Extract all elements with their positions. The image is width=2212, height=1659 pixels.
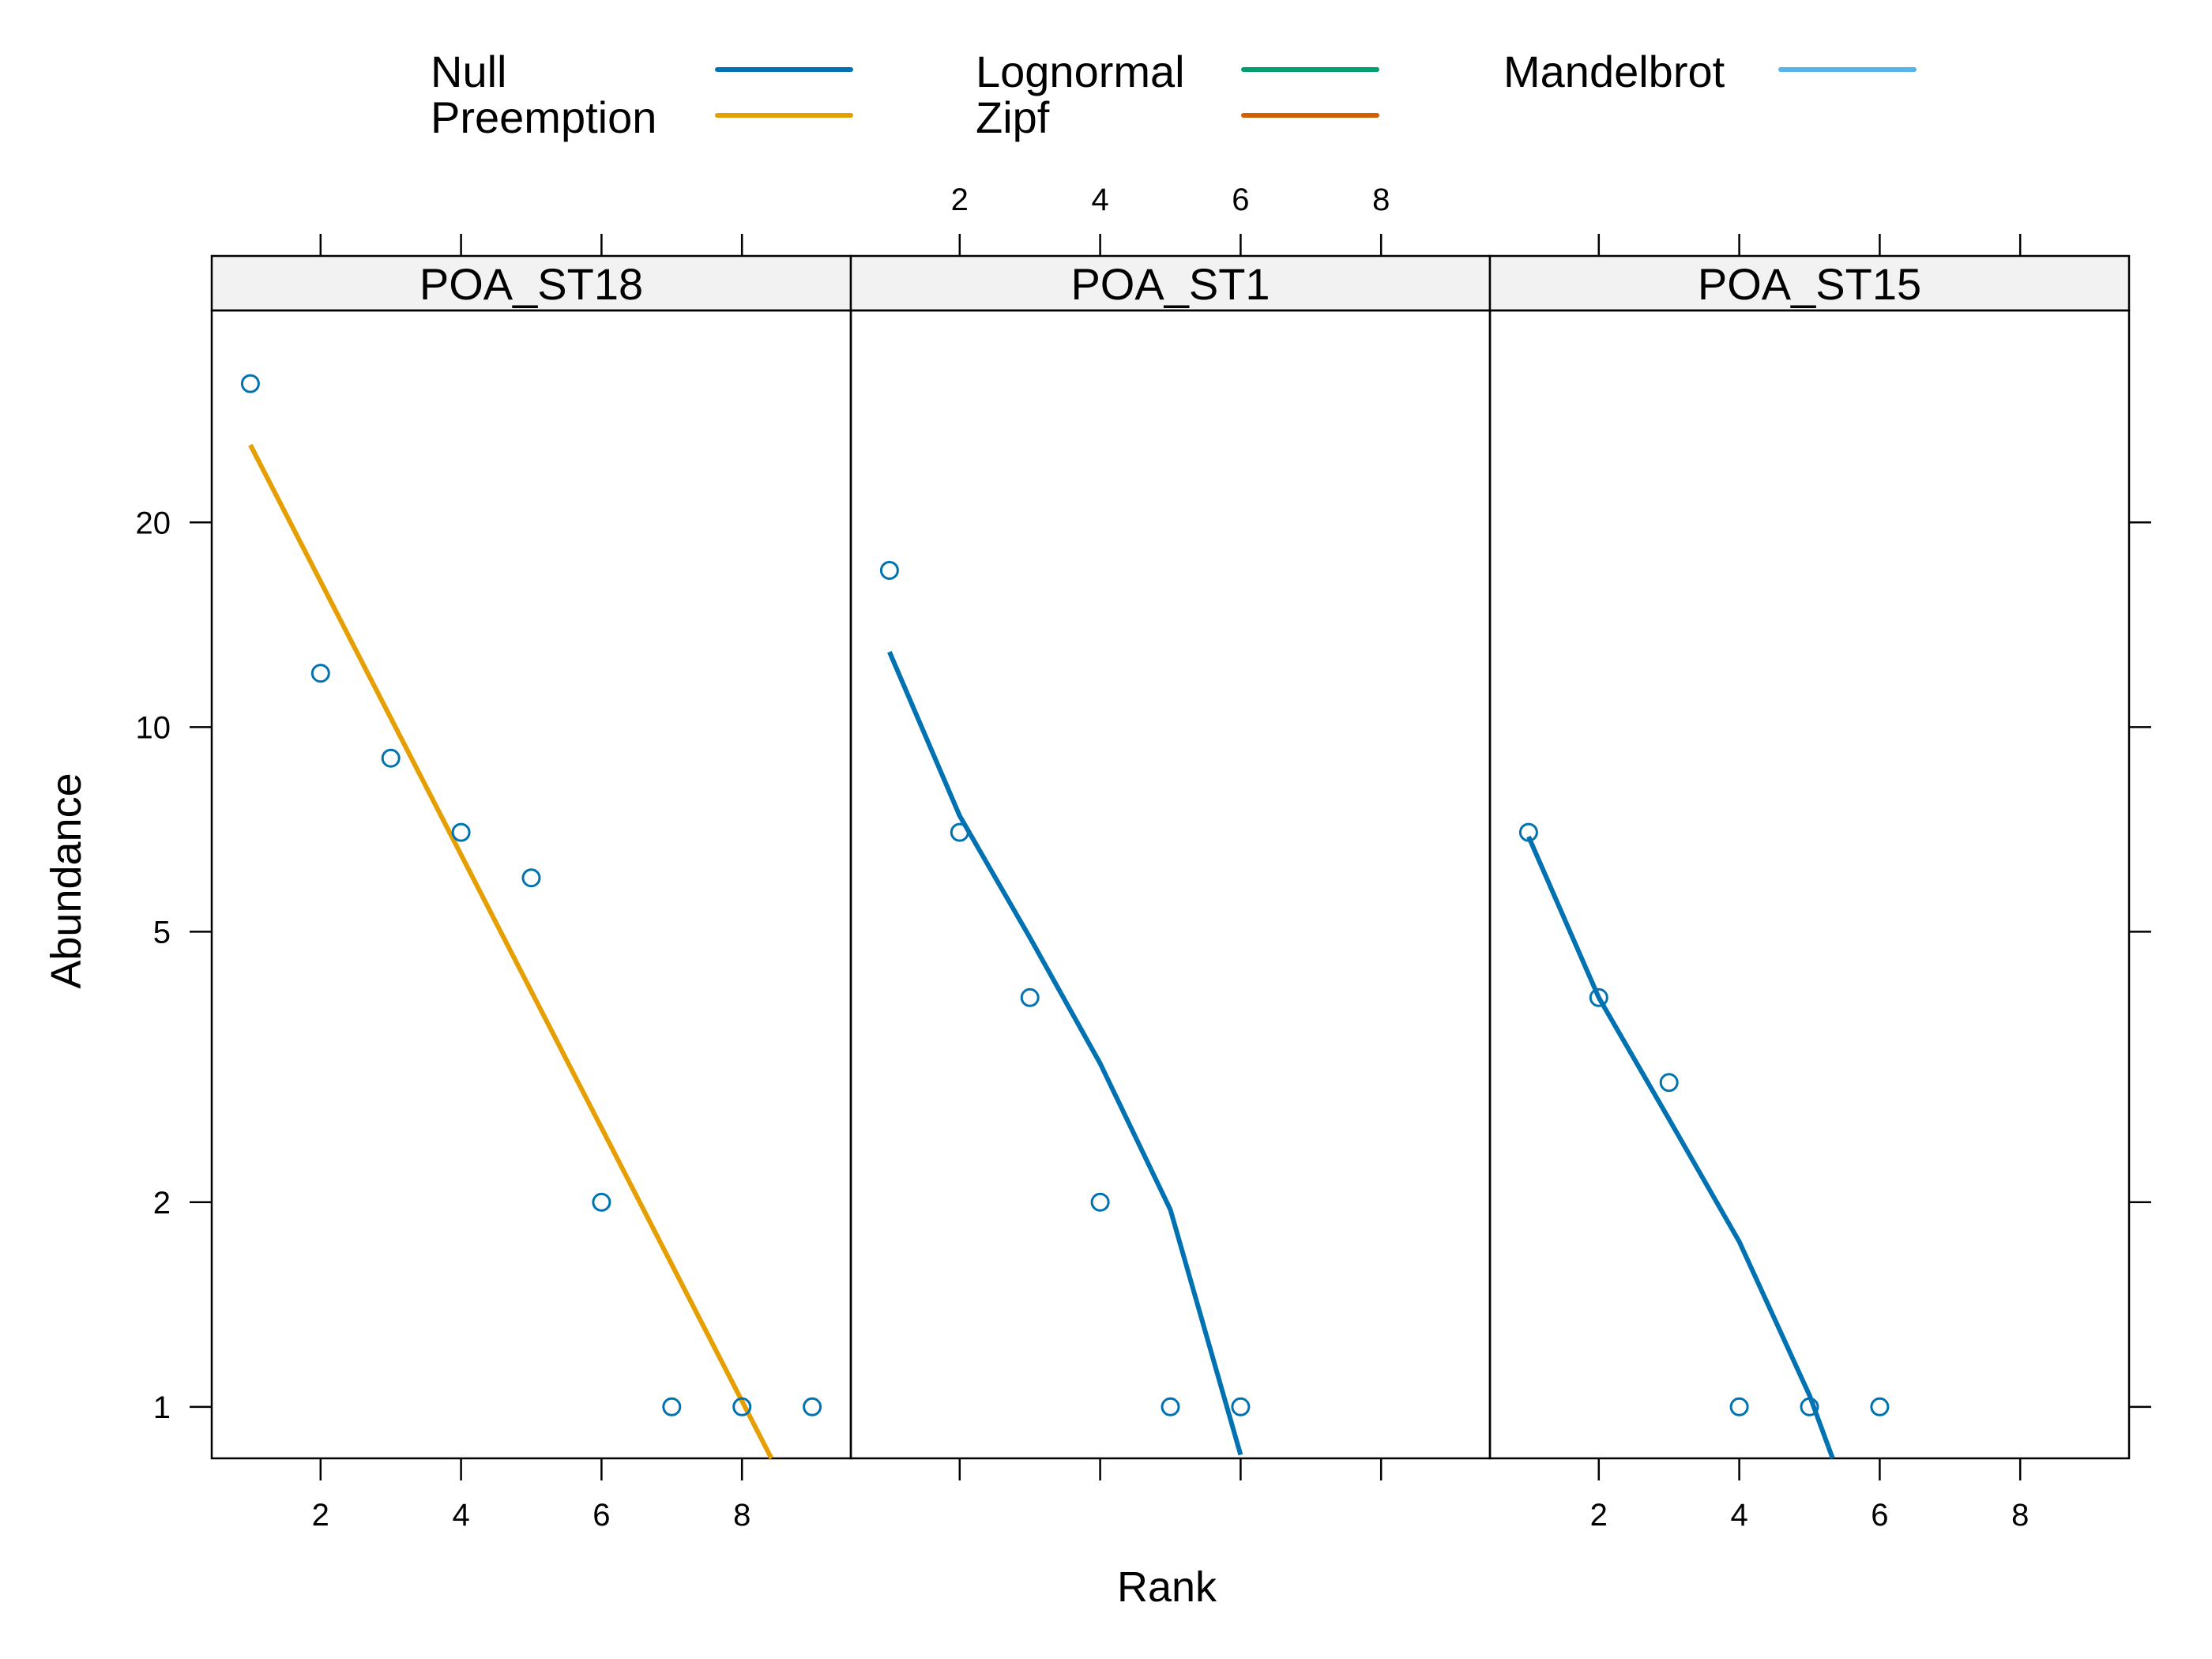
data-point bbox=[1161, 1397, 1180, 1416]
data-point bbox=[1800, 1397, 1819, 1416]
legend-item-zipf: Zipf bbox=[976, 92, 1379, 142]
data-point bbox=[1659, 1073, 1679, 1093]
data-point bbox=[1589, 988, 1608, 1007]
x-tick-label: 4 bbox=[452, 1498, 469, 1533]
legend-label: Preemption bbox=[431, 92, 656, 142]
data-point bbox=[381, 748, 401, 768]
data-point bbox=[803, 1397, 822, 1416]
x-tick-label: 4 bbox=[1730, 1498, 1747, 1533]
legend-item-lognormal: Lognormal bbox=[976, 47, 1379, 96]
panel-strip-label: POA_ST18 bbox=[419, 259, 643, 309]
fit-line-null bbox=[887, 651, 1243, 1456]
y-tick-label: 10 bbox=[136, 710, 171, 745]
left-axis: 1 2 5 10 20 bbox=[136, 506, 212, 1425]
data-point bbox=[1729, 1397, 1749, 1416]
data-point bbox=[310, 664, 330, 683]
x-tick-label: 6 bbox=[592, 1498, 610, 1533]
data-point bbox=[950, 822, 969, 842]
x-tick-label: 8 bbox=[733, 1498, 750, 1533]
right-axis bbox=[2129, 521, 2151, 1409]
legend-item-mandelbrot: Mandelbrot bbox=[1503, 47, 1917, 96]
y-tick-label: 5 bbox=[153, 915, 171, 950]
panel-strip-label: POA_ST15 bbox=[1698, 259, 1921, 309]
top-axis: 2 4 6 8 bbox=[319, 182, 2022, 256]
data-point bbox=[1231, 1397, 1251, 1416]
y-axis-title: Abundance bbox=[43, 773, 90, 988]
data-point bbox=[879, 561, 899, 580]
panel-strip bbox=[210, 254, 852, 312]
x-tick-label: 4 bbox=[1091, 182, 1108, 217]
data-point bbox=[1870, 1397, 1890, 1416]
panel-frame bbox=[1488, 309, 2131, 1460]
legend-label: Mandelbrot bbox=[1503, 47, 1725, 96]
x-tick-label: 6 bbox=[1871, 1498, 1888, 1533]
y-tick-label: 2 bbox=[153, 1186, 171, 1221]
data-point bbox=[662, 1397, 682, 1416]
panel-frame bbox=[210, 309, 852, 1460]
data-point bbox=[592, 1192, 611, 1212]
x-tick-label: 8 bbox=[2011, 1498, 2029, 1533]
panel-strip bbox=[849, 254, 1492, 312]
legend-item-preemption: Preemption bbox=[431, 92, 853, 142]
x-tick-label: 2 bbox=[951, 182, 969, 217]
panels: POA_ST18 POA_ST1 POA_ST15 bbox=[210, 254, 2131, 1460]
x-tick-label: 2 bbox=[1590, 1498, 1608, 1533]
y-tick-label: 20 bbox=[136, 506, 171, 540]
data-point bbox=[521, 868, 541, 888]
legend-label: Lognormal bbox=[976, 47, 1185, 96]
data-point bbox=[240, 374, 260, 393]
data-point bbox=[1090, 1192, 1110, 1212]
data-point bbox=[732, 1397, 752, 1416]
x-tick-label: 8 bbox=[1372, 182, 1390, 217]
x-tick-label: 2 bbox=[312, 1498, 329, 1533]
x-tick-label: 6 bbox=[1232, 182, 1249, 217]
bottom-axis: 2 4 6 8 2 4 6 8 bbox=[312, 1458, 2029, 1533]
y-tick-label: 1 bbox=[153, 1390, 171, 1425]
fit-line-null bbox=[1526, 835, 1835, 1460]
data-point bbox=[451, 822, 471, 842]
legend-item-null: Null bbox=[431, 47, 853, 96]
x-axis-title: Rank bbox=[1117, 1563, 1217, 1611]
panel-strip-label: POA_ST1 bbox=[1070, 259, 1270, 309]
panel-poa-st18: POA_ST18 bbox=[210, 254, 852, 1460]
data-point bbox=[1020, 988, 1040, 1007]
data-point bbox=[1518, 822, 1538, 842]
legend-label: Zipf bbox=[976, 92, 1050, 142]
fit-line-preemption bbox=[248, 443, 774, 1460]
panel-poa-st1: POA_ST1 bbox=[849, 254, 1492, 1460]
panel-strip bbox=[1488, 254, 2131, 312]
panel-frame bbox=[849, 309, 1492, 1460]
legend-label: Null bbox=[431, 47, 506, 96]
panel-poa-st15: POA_ST15 bbox=[1488, 254, 2131, 1460]
